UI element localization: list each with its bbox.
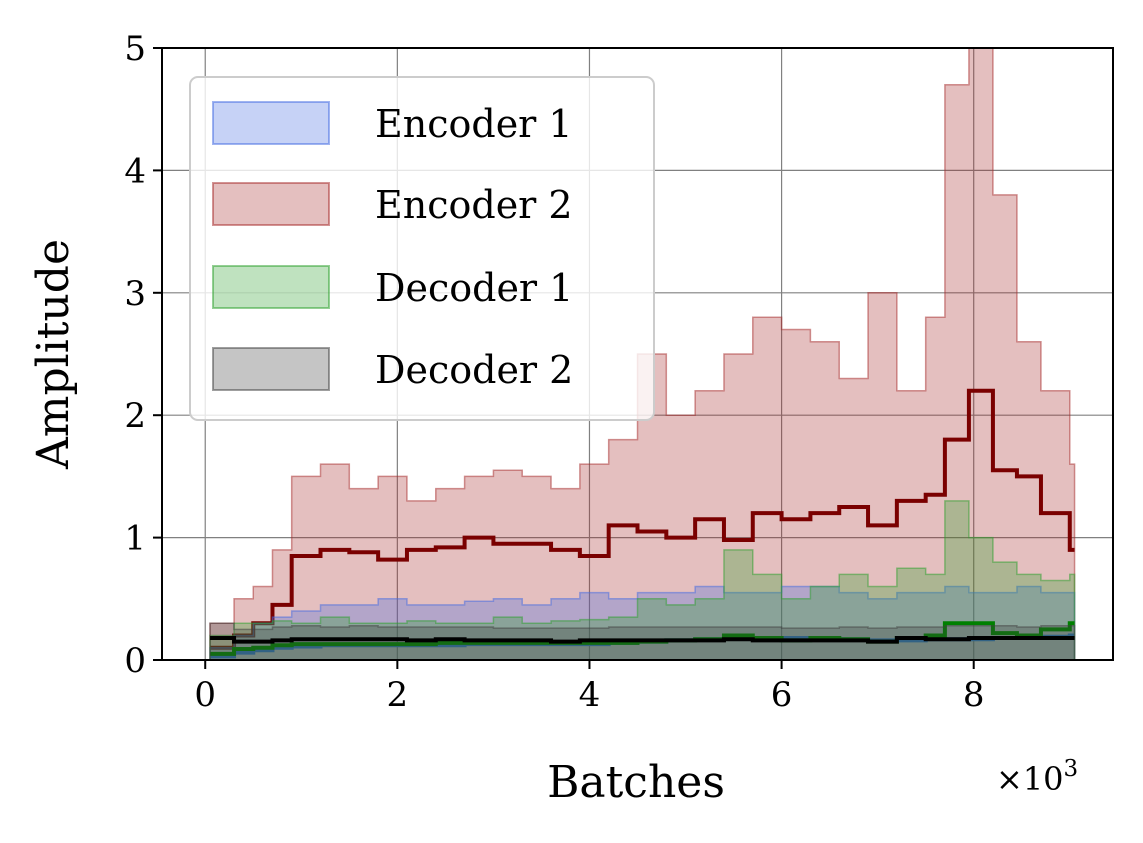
- legend-label-encoder-1: Encoder 1: [375, 102, 573, 146]
- legend-swatch-encoder-2: [212, 182, 330, 226]
- legend-box: [189, 76, 655, 421]
- legend-swatch-decoder-1: [212, 265, 330, 309]
- y-tick-label-2: 2: [124, 396, 146, 436]
- y-tick-label-5: 5: [124, 29, 146, 69]
- x-multiplier-exponent: 3: [1064, 756, 1079, 782]
- tick-layer: 0 2 4 6 8 0 1 2 3 4 5: [124, 29, 984, 715]
- x-tick-label-1: 2: [387, 675, 409, 715]
- x-tick-label-3: 6: [771, 675, 793, 715]
- legend-label-decoder-2: Decoder 2: [375, 348, 573, 392]
- band-decoder-1: [209, 500, 1076, 661]
- legend-items: Encoder 1 Encoder 2 Decoder 1 Decoder 2: [212, 101, 573, 392]
- legend-swatch-decoder-2: [212, 347, 330, 391]
- y-axis-title: Amplitude: [28, 239, 79, 470]
- x-axis-title: Batches: [547, 757, 725, 808]
- y-tick-label-1: 1: [124, 519, 146, 559]
- x-tick-label-2: 4: [579, 675, 601, 715]
- legend-label-decoder-1: Decoder 1: [375, 266, 573, 310]
- legend: Encoder 1 Encoder 2 Decoder 1 Decoder 2: [189, 76, 655, 421]
- y-tick-label-3: 3: [124, 274, 146, 314]
- x-tick-label-4: 8: [963, 675, 985, 715]
- legend-label-encoder-2: Encoder 2: [375, 183, 573, 227]
- line-encoder-2: [210, 388, 1075, 650]
- plot-frame: [161, 47, 1114, 661]
- x-tick-label-0: 0: [194, 675, 216, 715]
- line-decoder-2: [210, 635, 1075, 644]
- x-axis-multiplier: ×103: [996, 756, 1078, 798]
- y-tick-label-4: 4: [124, 151, 146, 191]
- y-tick-label-0: 0: [124, 641, 146, 681]
- legend-swatch-encoder-1: [212, 101, 330, 145]
- x-multiplier-base: ×10: [996, 760, 1064, 798]
